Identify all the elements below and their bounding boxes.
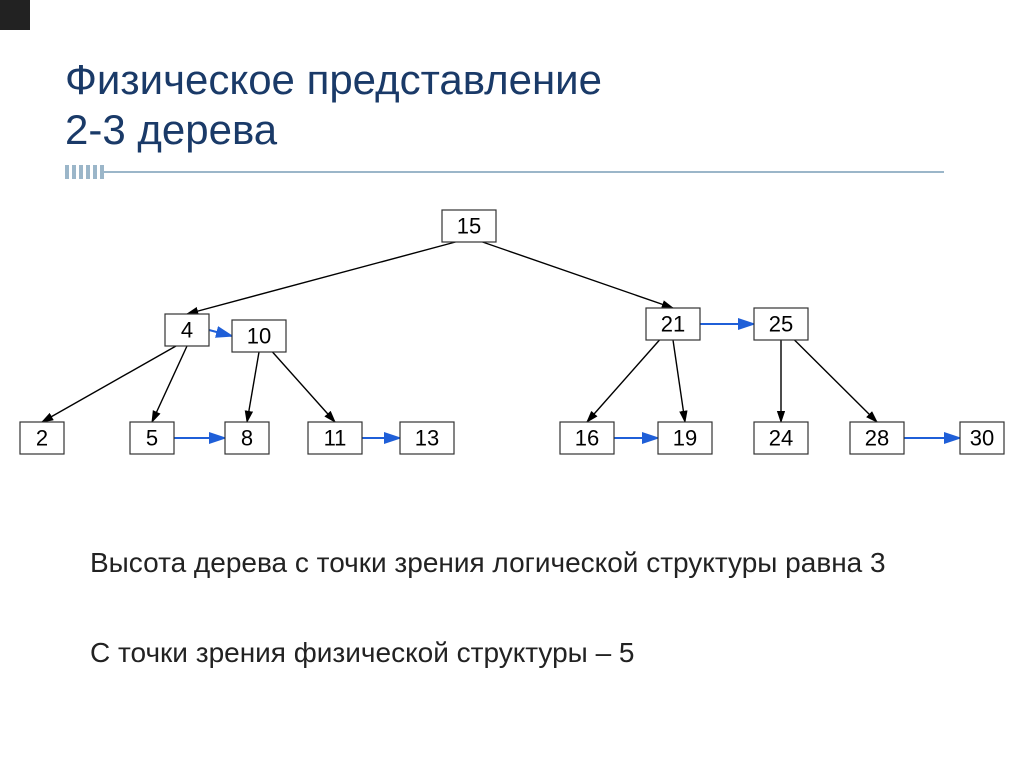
tree-node: 8 bbox=[225, 422, 269, 454]
tree-node: 11 bbox=[308, 422, 362, 454]
tree-node: 2 bbox=[20, 422, 64, 454]
tree-node-label: 11 bbox=[324, 426, 347, 451]
tree-node-label: 15 bbox=[457, 214, 481, 239]
slide-title: Физическое представление 2-3 дерева bbox=[65, 55, 944, 156]
tree-node-label: 28 bbox=[865, 426, 889, 451]
tree-edge bbox=[209, 330, 232, 336]
tree-node: 21 bbox=[646, 308, 700, 340]
tree-node: 4 bbox=[165, 314, 209, 346]
title-line-2: 2-3 дерева bbox=[65, 106, 277, 153]
tree-node-label: 5 bbox=[146, 426, 158, 451]
tree-node: 24 bbox=[754, 422, 808, 454]
tree-node: 16 bbox=[560, 422, 614, 454]
tree-node: 15 bbox=[442, 210, 496, 242]
tree-diagram: 15410212525811131619242830 bbox=[0, 200, 1024, 490]
tree-edge bbox=[273, 352, 336, 422]
tree-node: 25 bbox=[754, 308, 808, 340]
caption-1: Высота дерева с точки зрения логической … bbox=[90, 545, 944, 580]
tree-node: 5 bbox=[130, 422, 174, 454]
tree-node-label: 2 bbox=[36, 426, 48, 451]
tree-edge bbox=[187, 242, 456, 314]
tree-edge bbox=[795, 340, 878, 422]
tree-node: 30 bbox=[960, 422, 1004, 454]
tree-node-label: 16 bbox=[575, 426, 599, 451]
title-line-1: Физическое представление bbox=[65, 56, 602, 103]
tree-node-label: 21 bbox=[661, 312, 685, 337]
tree-node-label: 25 bbox=[769, 312, 793, 337]
corner-accent bbox=[0, 0, 30, 30]
tree-edge bbox=[587, 340, 660, 422]
tree-node-label: 4 bbox=[181, 318, 193, 343]
tree-edge bbox=[483, 242, 674, 308]
tree-node-label: 19 bbox=[673, 426, 697, 451]
tree-node-label: 10 bbox=[247, 324, 271, 349]
tree-node: 19 bbox=[658, 422, 712, 454]
tree-node-label: 30 bbox=[970, 426, 994, 451]
slide-title-block: Физическое представление 2-3 дерева bbox=[65, 55, 944, 178]
caption-2: С точки зрения физической структуры – 5 bbox=[90, 635, 944, 670]
tree-node: 10 bbox=[232, 320, 286, 352]
tree-node: 13 bbox=[400, 422, 454, 454]
title-ticks bbox=[65, 165, 104, 179]
title-rule bbox=[65, 166, 944, 178]
tree-edge bbox=[42, 346, 176, 422]
tree-node: 28 bbox=[850, 422, 904, 454]
tree-node-label: 8 bbox=[241, 426, 253, 451]
tree-node-label: 13 bbox=[415, 426, 439, 451]
tree-edge bbox=[673, 340, 685, 422]
tree-node-label: 24 bbox=[769, 426, 793, 451]
tree-edge bbox=[247, 352, 259, 422]
title-line bbox=[104, 171, 944, 173]
